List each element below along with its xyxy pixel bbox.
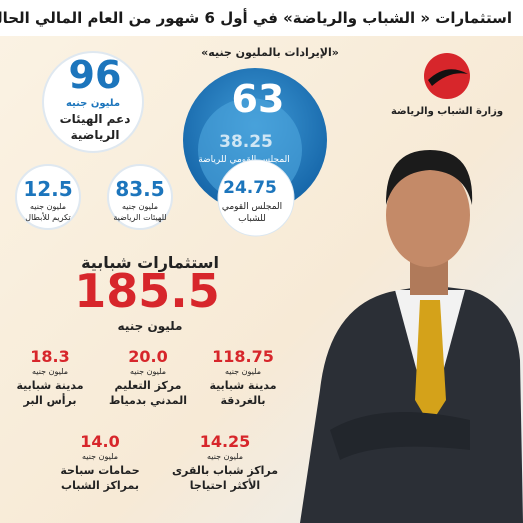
support-item-circle [107,164,173,230]
investment-label: مدينة شبابية [209,379,276,392]
investments-total: 185.5 [74,264,220,318]
revenue-heading: «الإيرادات بالمليون جنيه» [201,46,339,59]
person-photo [300,150,523,523]
support-circle [42,51,144,153]
investment-unit: مليون جنيه [32,367,68,376]
investment-label: بالغردقة [221,394,266,407]
investment-unit: مليون جنيه [130,367,166,376]
investment-value: 118.75 [212,347,274,366]
investment-label: الأكثر احتياجا [190,478,260,492]
support-unit: مليون جنيه [66,98,120,109]
investment-label: برأس البر [23,393,77,407]
support-label: دعم الهيئات [60,112,131,126]
investment-unit: مليون جنيه [207,452,243,461]
support-item-unit: مليون جنيه [122,202,158,211]
investment-value: 14.0 [80,432,119,451]
investment-label: حمامات سباحة [60,464,139,477]
revenue-label: المجلس القومي للرياضة [198,155,290,165]
support-item-circle [15,164,81,230]
support-item-unit: مليون جنيه [30,202,66,211]
logo-label: وزارة الشباب والرياضة [391,106,503,117]
logo: وزارة الشباب والرياضة [391,53,503,117]
investment-label: مدينة شبابية [16,379,83,392]
support-total: 96 [69,53,122,97]
investment-label: المدني بدمياط [109,394,187,407]
support-item-label: للهيئات الرياضية [113,213,166,222]
revenue-total: 63 [232,77,285,121]
investment-value: 14.25 [200,432,251,451]
title-bar [0,0,523,36]
support-label: الرياضية [71,128,120,142]
investment-value: 18.3 [30,347,69,366]
revenue-value: 38.25 [219,132,273,152]
investment-label: بمراكز الشباب [61,479,139,492]
revenue-value: 24.75 [223,178,277,198]
investment-label: مركز التعليم [115,379,182,392]
investments-heading: استثمارات شبابية [81,253,219,272]
support-item-value: 12.5 [23,177,72,201]
investments-unit: مليون جنيه [118,319,183,334]
revenue-label: للشباب [238,214,266,224]
support-item-value: 83.5 [115,177,164,201]
title: استثمارات « الشباب والرياضة» في أول 6 شه… [0,8,512,27]
support-item-label: تكريم للأبطال [25,212,70,222]
revenue-small-circle [217,159,295,237]
revenue-label: المجلس القومي [222,202,282,212]
investment-unit: مليون جنيه [82,452,118,461]
investment-label: مراكز شباب بالقرى [172,464,278,477]
investment-unit: مليون جنيه [225,367,261,376]
investment-value: 20.0 [128,347,167,366]
